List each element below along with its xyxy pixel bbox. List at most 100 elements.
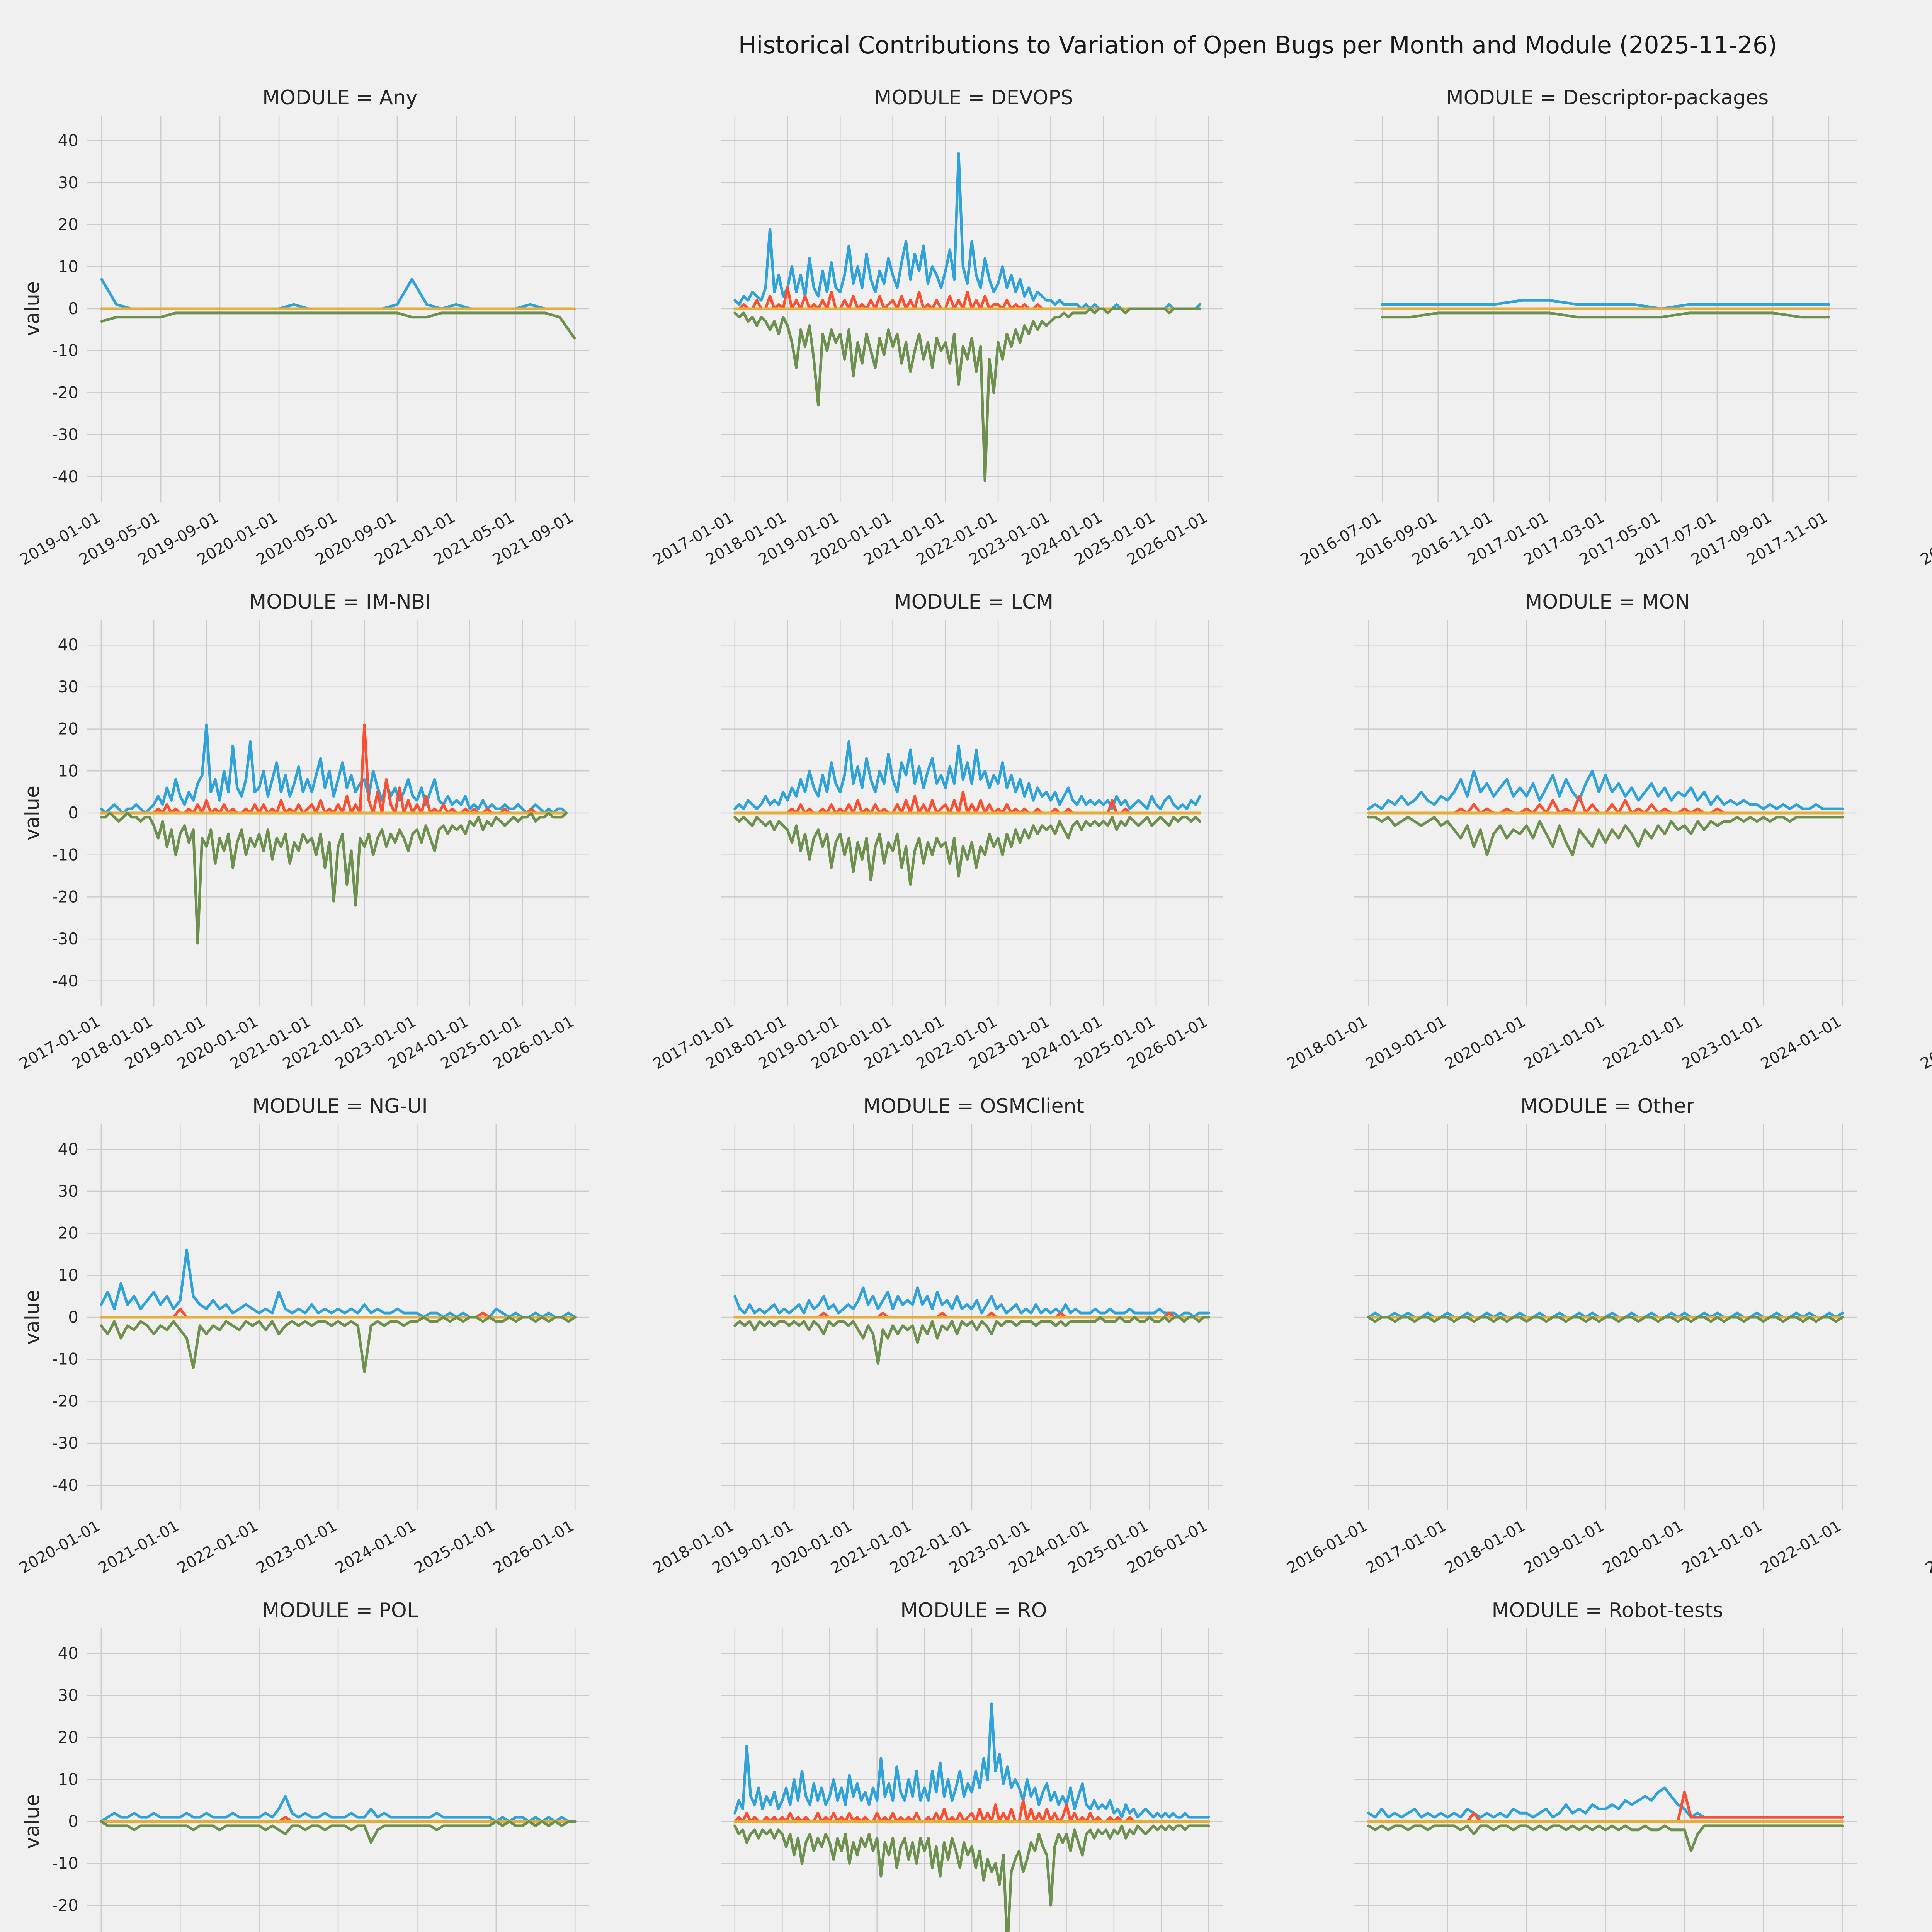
series-opened bbox=[733, 1286, 1210, 1319]
y-tick-label: 0 bbox=[68, 1308, 78, 1327]
y-tick-label: 20 bbox=[58, 719, 78, 738]
y-tick-label: 10 bbox=[58, 1770, 78, 1789]
series-opened bbox=[100, 1248, 577, 1319]
x-tick-label: 2022-01-01 bbox=[1758, 1517, 1844, 1577]
x-tick-label: 2021-01-01 bbox=[1679, 1517, 1765, 1577]
x-tick-label: 2018-01-01 bbox=[1442, 1517, 1528, 1577]
y-tick-label: 30 bbox=[58, 1686, 78, 1705]
facet-title: MODULE = DEVOPS bbox=[874, 86, 1073, 109]
series-closed bbox=[100, 1316, 577, 1373]
facet-title: MODULE = NG-UI bbox=[252, 1095, 428, 1118]
y-tick-label: -10 bbox=[52, 1350, 78, 1369]
x-tick-label: 2023-01-01 bbox=[1679, 1013, 1765, 1073]
y-tick-label: -40 bbox=[52, 467, 78, 486]
x-tick-label: 2021-01-01 bbox=[1521, 1013, 1607, 1073]
chart-canvas: 2020-01-012021-01-012022-01-012023-01-01… bbox=[1354, 1628, 1857, 1932]
y-tick-label: -20 bbox=[52, 383, 78, 402]
x-tick-label: 2023-01-01 bbox=[253, 1517, 340, 1577]
facet-module-any: MODULE = Any 2019-01-01 2019-05-01 2019-09-… bbox=[17, 86, 593, 585]
chart-canvas: 2019-01-012019-05-012019-09-012020-01-01… bbox=[17, 116, 589, 569]
y-tick-label: 30 bbox=[58, 677, 78, 696]
y-tick-label: -20 bbox=[52, 1896, 78, 1915]
facet-title: MODULE = RO bbox=[900, 1599, 1047, 1622]
y-tick-label: 10 bbox=[58, 761, 78, 780]
series-closed bbox=[1367, 816, 1844, 857]
chart-canvas: 2017-01-012018-01-012019-01-012020-01-01… bbox=[650, 620, 1223, 1073]
facet-title: MODULE = MON bbox=[1525, 590, 1690, 614]
chart-canvas: 2016-07-012016-09-012016-11-012017-01-01… bbox=[1298, 116, 1857, 569]
y-tick-label: 40 bbox=[58, 1139, 78, 1158]
x-tick-label: 2020-07-01 bbox=[1923, 1517, 1932, 1577]
chart-canvas: 2017-01-012018-01-012019-01-012020-01-01… bbox=[16, 620, 589, 1073]
y-tick-label: -20 bbox=[52, 1391, 78, 1410]
chart-canvas: 2020-01-012021-01-012022-01-012023-01-01… bbox=[16, 1124, 589, 1577]
x-tick-label: 2016-01-01 bbox=[1917, 509, 1932, 569]
series-opened bbox=[733, 740, 1201, 810]
facet-module-im-nbi: MODULE = IM-NBI 2017-01-01 2018-01-01 2019-… bbox=[16, 590, 593, 1089]
y-tick-label: -10 bbox=[52, 845, 78, 864]
facet-title: MODULE = Descriptor-packages bbox=[1446, 86, 1769, 109]
facet-title: MODULE = Robot-tests bbox=[1492, 1599, 1723, 1622]
facet-grid: MODULE = Any 2019-01-01 2019-05-01 2019-09-… bbox=[0, 86, 1932, 1932]
y-tick-label: -30 bbox=[52, 425, 78, 444]
facet-title: MODULE = IM-NBI bbox=[249, 590, 431, 614]
y-tick-label: 30 bbox=[58, 173, 78, 192]
facet-module-mon: MODULE = MON 2018-01-01 2019-01-01 2020-01-… bbox=[1284, 590, 1861, 1089]
y-tick-label: 40 bbox=[58, 1644, 78, 1663]
x-tick-label: 2024-01-01 bbox=[332, 1517, 419, 1577]
series-closed bbox=[100, 311, 576, 340]
facet-module-devops: MODULE = DEVOPS 2017-01-01 2018-01-01 2019-… bbox=[650, 86, 1227, 585]
y-tick-label: 40 bbox=[58, 635, 78, 654]
y-tick-label: -10 bbox=[52, 341, 78, 360]
series-closed bbox=[733, 1824, 1210, 1932]
series-opened bbox=[100, 723, 568, 815]
y-tick-label: 0 bbox=[68, 1812, 78, 1831]
x-tick-label: 2022-01-01 bbox=[1600, 1013, 1686, 1073]
y-tick-label: 10 bbox=[58, 257, 78, 276]
y-tick-label: 0 bbox=[68, 803, 78, 822]
facet-module-ng-ui: MODULE = NG-UI 2020-01-01 2021-01-01 2022-0… bbox=[16, 1095, 593, 1594]
chart-canvas: 2018-01-012019-01-012020-01-012021-01-01… bbox=[650, 1124, 1223, 1577]
x-tick-label: 2019-01-01 bbox=[1363, 1013, 1449, 1073]
facet-module-descriptor-packages: MODULE = Descriptor-packages 2016-07-01 20… bbox=[1298, 86, 1861, 585]
y-axis-label: value bbox=[21, 1794, 44, 1849]
facet-title: MODULE = OSMClient bbox=[863, 1095, 1084, 1118]
chart-canvas: 2016-01-012017-01-012018-01-012019-01-01… bbox=[1284, 1124, 1857, 1577]
y-tick-label: 0 bbox=[68, 299, 78, 318]
facet-module-robot-tests: MODULE = Robot-tests 2020-01-012021-01-01… bbox=[1354, 1599, 1861, 1932]
series-closed bbox=[733, 816, 1201, 886]
facet-title: MODULE = Other bbox=[1520, 1095, 1694, 1118]
x-tick-label: 2018-01-01 bbox=[1284, 1013, 1370, 1073]
chart-canvas: 2017-01-012018-01-012019-01-012020-01-01… bbox=[650, 116, 1223, 569]
y-tick-label: 30 bbox=[58, 1182, 78, 1201]
x-tick-label: 2019-01-01 bbox=[1521, 1517, 1607, 1577]
y-tick-label: 10 bbox=[58, 1265, 78, 1284]
facet-module-ro: MODULE = RO 2016-01-012017-01-012018-01-0… bbox=[721, 1599, 1227, 1932]
series-opened bbox=[1367, 769, 1844, 810]
y-axis-label: value bbox=[21, 786, 44, 840]
y-axis-label: value bbox=[21, 281, 44, 336]
facet-title: MODULE = LCM bbox=[894, 590, 1054, 614]
x-tick-label: 2025-01-01 bbox=[411, 1517, 498, 1577]
chart-canvas: 2018-01-012019-01-012020-01-012021-01-01… bbox=[1284, 620, 1857, 1073]
facet-module-osmclient: MODULE = OSMClient 2018-01-01 2019-01-01 20… bbox=[650, 1095, 1227, 1594]
x-tick-label: 2020-01-01 bbox=[1600, 1517, 1686, 1577]
x-tick-label: 2022-01-01 bbox=[174, 1517, 261, 1577]
y-tick-label: 20 bbox=[58, 1728, 78, 1747]
series-closed bbox=[100, 1820, 577, 1844]
x-tick-label: 2017-01-01 bbox=[1363, 1517, 1449, 1577]
y-tick-label: -10 bbox=[52, 1854, 78, 1873]
y-tick-label: -30 bbox=[52, 1434, 78, 1452]
x-tick-label: 2026-01-01 bbox=[490, 1517, 577, 1577]
x-tick-label: 2021-01-01 bbox=[95, 1517, 182, 1577]
facet-module-lcm: MODULE = LCM 2017-01-01 2018-01-01 2019-01-… bbox=[650, 590, 1227, 1089]
y-tick-label: -30 bbox=[52, 929, 78, 948]
y-tick-label: -40 bbox=[52, 1476, 78, 1495]
figure-title: Historical Contributions to Variation of… bbox=[738, 31, 1777, 59]
series-closed bbox=[100, 811, 568, 945]
y-axis-label: value bbox=[21, 1290, 44, 1345]
x-tick-label: 2024-01-01 bbox=[1758, 1013, 1844, 1073]
series-opened bbox=[1381, 299, 1830, 310]
series-opened bbox=[733, 1702, 1210, 1819]
